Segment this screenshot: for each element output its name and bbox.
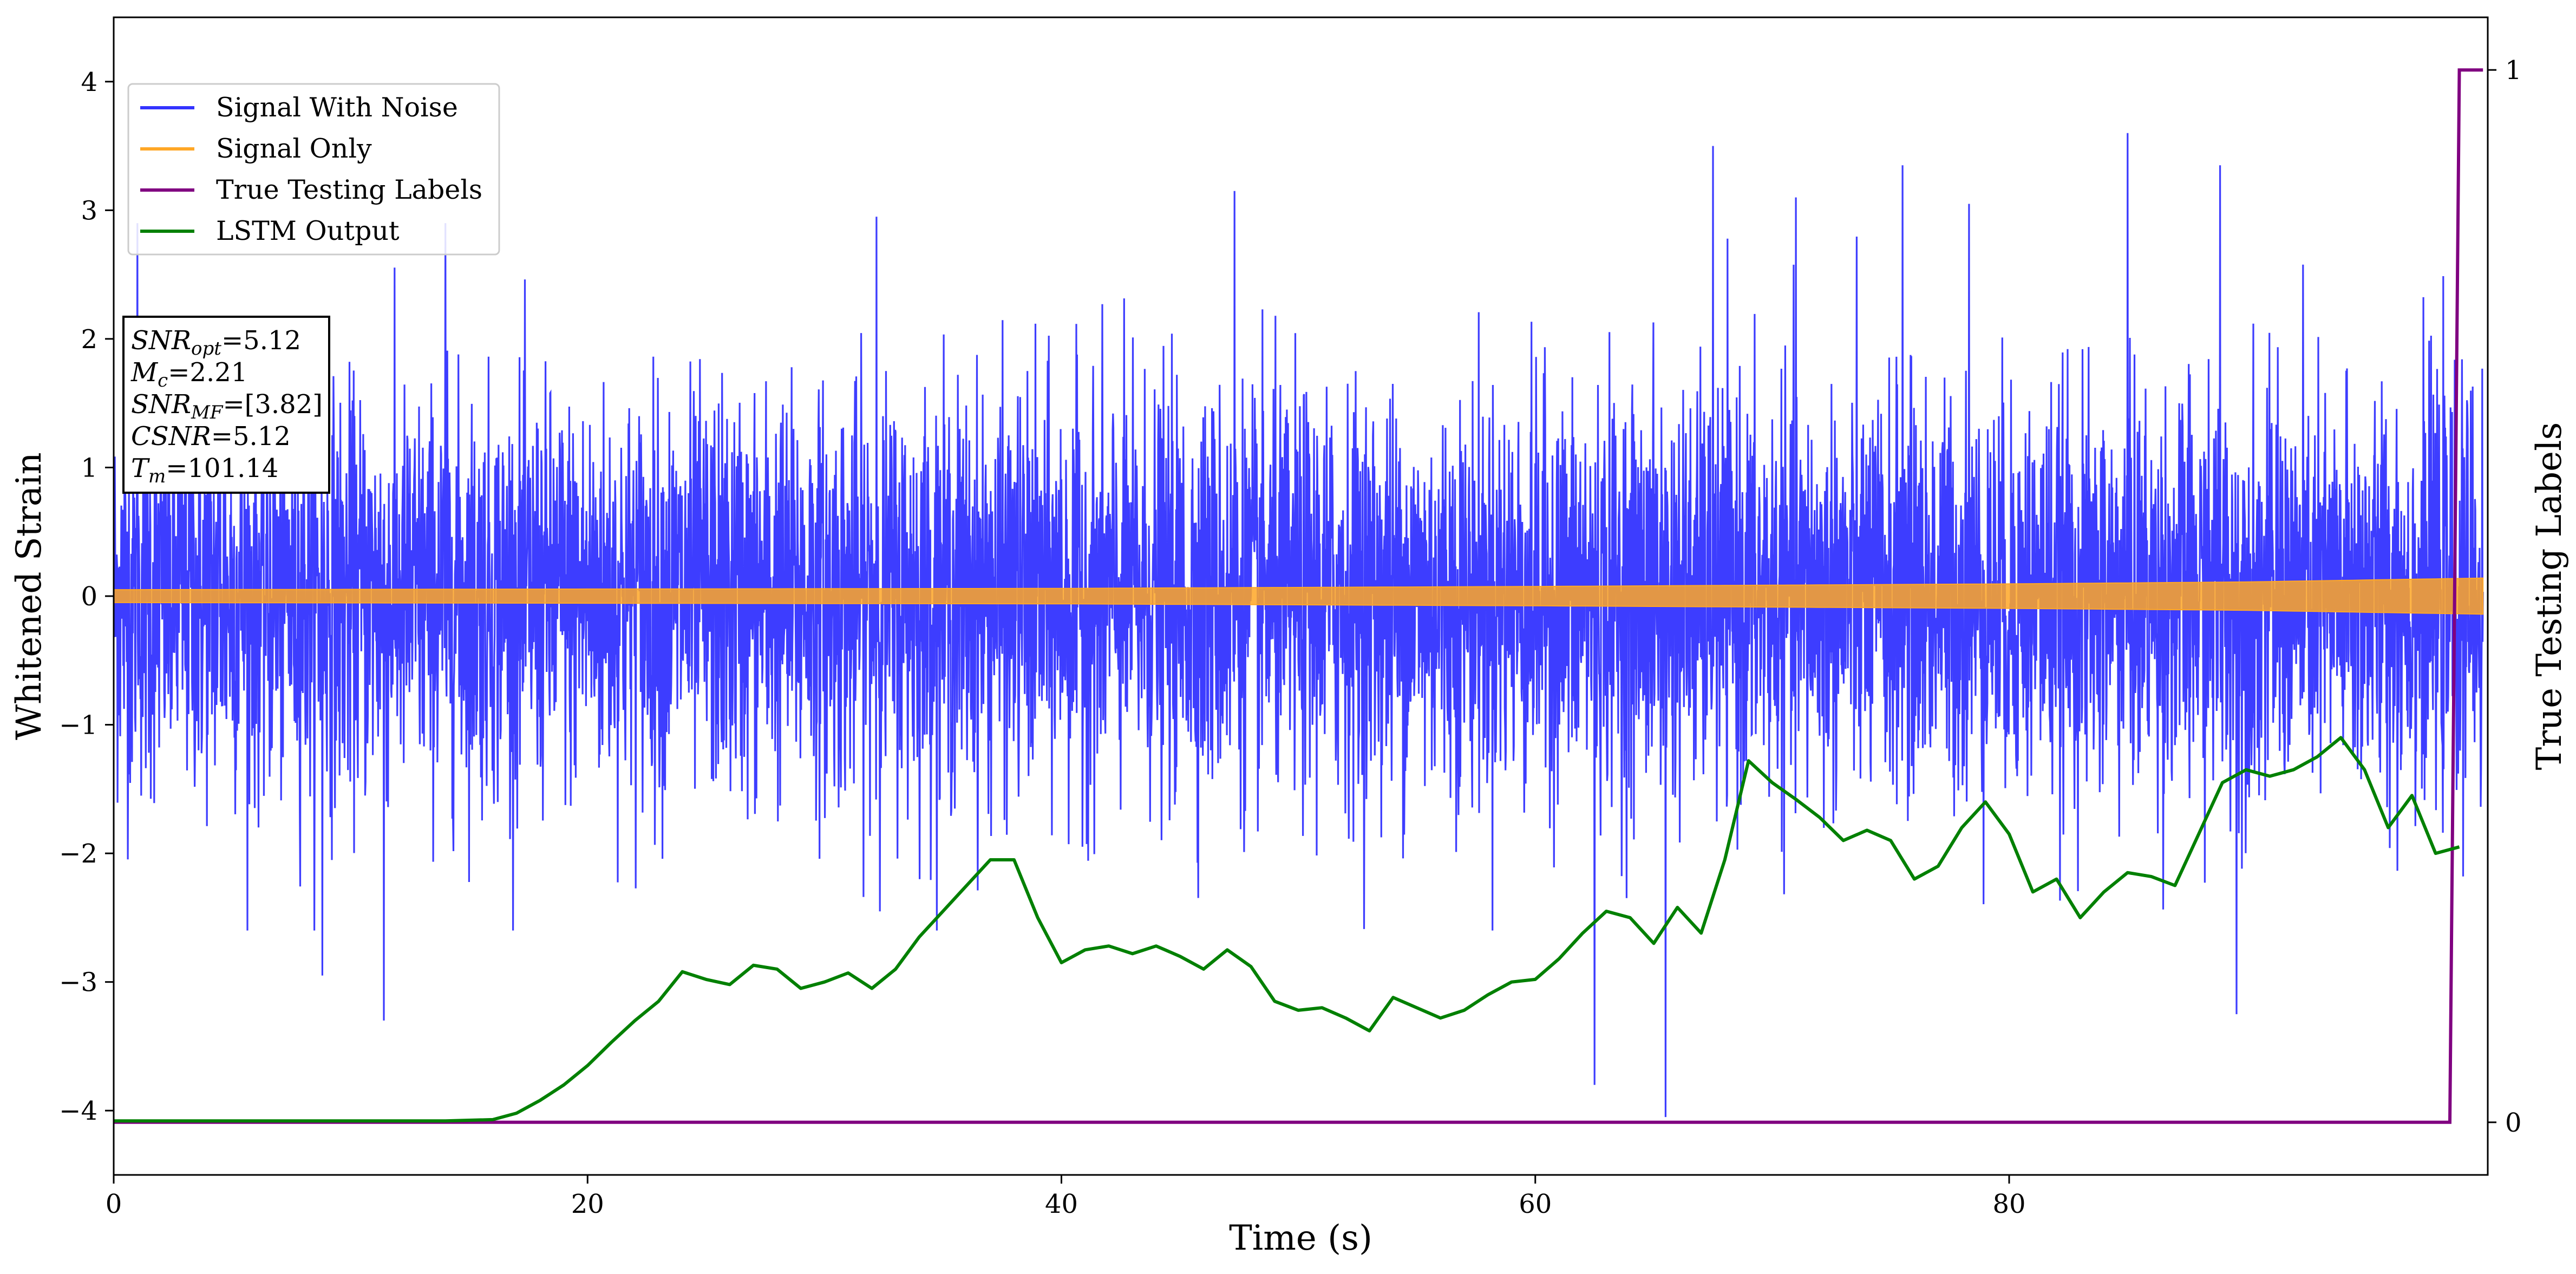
y-axis-title: Whitened Strain bbox=[9, 452, 49, 740]
y-axis: −4 −3 −2 −1 0 1 2 3 4 bbox=[59, 67, 114, 1126]
annotation-line: SNRopt=5.12 bbox=[131, 325, 301, 360]
legend-label: Signal Only bbox=[216, 133, 372, 164]
annotation-box bbox=[122, 316, 330, 494]
y-tick-label: 0 bbox=[81, 582, 97, 612]
y-tick-label: 2 bbox=[81, 324, 97, 355]
x-tick-label: 80 bbox=[1992, 1189, 2025, 1219]
legend-box bbox=[127, 83, 500, 256]
x-tick-label: 40 bbox=[1045, 1189, 1078, 1219]
true-testing-labels-line bbox=[114, 68, 2483, 1124]
signal-only-band bbox=[114, 577, 2484, 615]
y2-tick-label: 0 bbox=[2505, 1108, 2522, 1138]
signal-only-series bbox=[114, 577, 2484, 615]
parameter-annotation: SNRopt=5.12Mc=2.21SNRMF=[3.82]CSNR=5.12T… bbox=[122, 316, 330, 494]
x-tick-label: 0 bbox=[106, 1189, 122, 1219]
y-tick-label: −1 bbox=[59, 710, 97, 741]
legend-label: True Testing Labels bbox=[216, 174, 482, 205]
y-tick-label: −4 bbox=[59, 1096, 97, 1126]
y2-axis-title: True Testing Labels bbox=[2529, 422, 2570, 770]
true-testing-labels-series bbox=[114, 68, 2483, 1124]
legend: Signal With Noise Signal Only True Testing… bbox=[127, 83, 500, 256]
annotation-line: CSNR=5.12 bbox=[131, 421, 291, 452]
y-tick-label: 1 bbox=[81, 453, 97, 483]
x-axis: 0 20 40 60 80 bbox=[106, 1175, 2026, 1219]
legend-label: Signal With Noise bbox=[216, 92, 458, 123]
y2-axis: 01 bbox=[2488, 55, 2522, 1138]
y-tick-label: 4 bbox=[81, 67, 97, 97]
x-tick-label: 60 bbox=[1519, 1189, 1552, 1219]
lstm-output-line bbox=[114, 736, 2460, 1123]
x-tick-label: 20 bbox=[571, 1189, 604, 1219]
annotation-line: Mc=2.21 bbox=[130, 357, 247, 391]
y-tick-label: 3 bbox=[81, 195, 97, 226]
x-axis-title: Time (s) bbox=[1229, 1218, 1372, 1258]
annotation-line: Tm=101.14 bbox=[131, 453, 278, 487]
signal-with-noise-line bbox=[114, 133, 2484, 1118]
signal-with-noise-series bbox=[114, 133, 2484, 1118]
lstm-output-series bbox=[114, 736, 2460, 1123]
legend-label: LSTM Output bbox=[216, 215, 400, 246]
annotation-line: SNRMF=[3.82] bbox=[131, 389, 323, 423]
y-tick-label: −3 bbox=[59, 968, 97, 998]
y2-tick-label: 1 bbox=[2505, 55, 2522, 86]
y-tick-label: −2 bbox=[59, 839, 97, 869]
